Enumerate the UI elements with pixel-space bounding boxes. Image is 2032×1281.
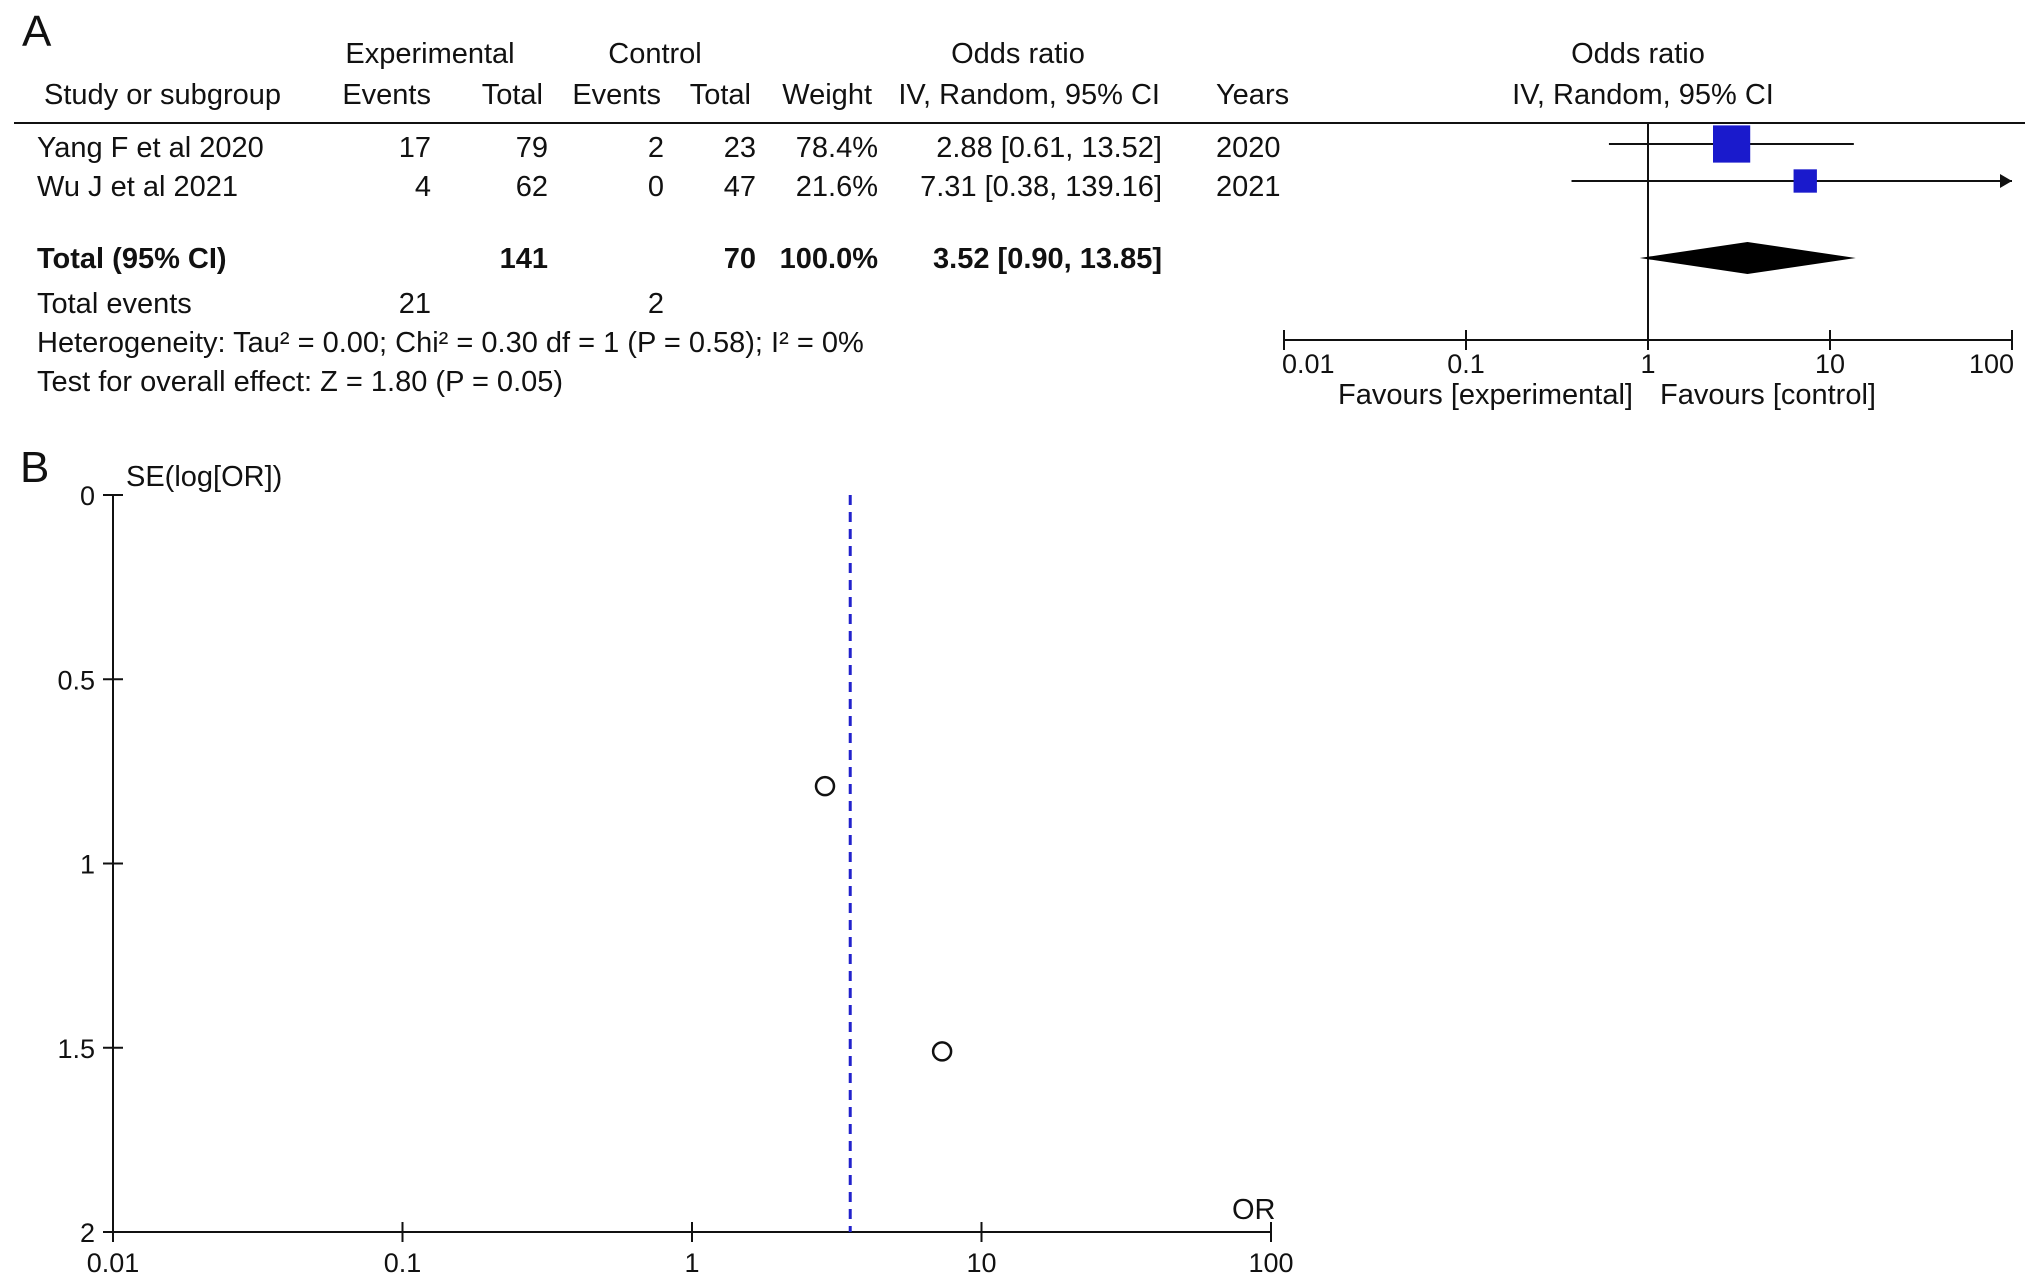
- study-or-ci: 2.88 [0.61, 13.52]: [936, 132, 1162, 164]
- total-events-ctrl: 2: [648, 288, 664, 320]
- header-control: Control: [608, 38, 702, 70]
- forest-axis-tick-label: 1: [1640, 349, 1655, 379]
- study-exp-total: 79: [516, 132, 548, 164]
- header-plot-odds-ratio: Odds ratio: [1571, 38, 1705, 70]
- funnel-x-tick-label: 0.1: [384, 1248, 422, 1278]
- study-ctrl-total: 47: [724, 171, 756, 203]
- study-row: Wu J et al 2021 4 62 0 47 21.6% 7.31 [0.…: [37, 171, 1281, 203]
- total-ctrl-total: 70: [724, 243, 756, 275]
- funnel-x-tick-label: 10: [966, 1248, 996, 1278]
- study-exp-events: 4: [415, 171, 431, 203]
- total-events-exp: 21: [399, 288, 431, 320]
- funnel-y-tick-label: 1.5: [57, 1034, 95, 1064]
- forest-axis-tick-label: 10: [1815, 349, 1845, 379]
- funnel-plot: 0 0.5 1 1.5 20.01 0.1 1 10 100: [57, 481, 1293, 1278]
- study-ctrl-events: 0: [648, 171, 664, 203]
- funnel-x-axis-label: OR: [1232, 1194, 1276, 1226]
- study-point: [931, 1041, 953, 1062]
- study-point: [814, 775, 836, 797]
- funnel-x-tick-label: 1: [684, 1248, 699, 1278]
- header-ctrl-events: Events: [572, 79, 661, 111]
- header-study: Study or subgroup: [44, 79, 281, 111]
- funnel-y-axis-label: SE(log[OR]): [126, 461, 282, 493]
- panel-label-b: B: [20, 443, 49, 492]
- total-row: Total (95% CI) 141 70 100.0% 3.52 [0.90,…: [37, 243, 1162, 275]
- forest-axis-tick-label: 0.1: [1447, 349, 1485, 379]
- study-ctrl-total: 23: [724, 132, 756, 164]
- header-plot-method: IV, Random, 95% CI: [1512, 79, 1774, 111]
- summary-diamond: [1639, 242, 1856, 274]
- forest-axis-tick-label: 100: [1969, 349, 2014, 379]
- header-exp-total: Total: [482, 79, 543, 111]
- header-exp-events: Events: [342, 79, 431, 111]
- study-or-ci: 7.31 [0.38, 139.16]: [920, 171, 1162, 203]
- study-year: 2021: [1216, 171, 1281, 203]
- total-exp-total: 141: [500, 243, 548, 275]
- ci-arrow: [2000, 174, 2012, 188]
- total-events-row: Total events 21 2: [37, 288, 664, 320]
- favours-control-label: Favours [control]: [1660, 379, 1876, 411]
- panel-label-a: A: [22, 7, 52, 56]
- funnel-y-tick-label: 2: [80, 1218, 95, 1248]
- study-weight: 21.6%: [796, 171, 878, 203]
- study-row: Yang F et al 2020 17 79 2 23 78.4% 2.88 …: [37, 132, 1281, 164]
- study-ctrl-events: 2: [648, 132, 664, 164]
- study-name: Wu J et al 2021: [37, 171, 238, 203]
- funnel-y-tick-label: 0.5: [57, 665, 95, 695]
- study-year: 2020: [1216, 132, 1281, 164]
- funnel-y-tick-label: 0: [80, 481, 95, 511]
- total-events-label: Total events: [37, 288, 192, 320]
- study-name: Yang F et al 2020: [37, 132, 264, 164]
- favours-experimental-label: Favours [experimental]: [1338, 379, 1633, 411]
- funnel-x-tick-label: 100: [1248, 1248, 1293, 1278]
- forest-axis-tick-label: 0.01: [1282, 349, 1335, 379]
- study-exp-total: 62: [516, 171, 548, 203]
- total-label: Total (95% CI): [37, 243, 227, 275]
- study-marker: [1712, 125, 1751, 163]
- study-exp-events: 17: [399, 132, 431, 164]
- total-weight: 100.0%: [780, 243, 879, 275]
- study-marker: [1793, 169, 1817, 193]
- header-ctrl-total: Total: [690, 79, 751, 111]
- header-weight: Weight: [782, 79, 872, 111]
- funnel-x-tick-label: 0.01: [87, 1248, 140, 1278]
- forest-table-header: Experimental Control Odds ratio Odds rat…: [44, 38, 1774, 111]
- header-or-method: IV, Random, 95% CI: [898, 79, 1160, 111]
- header-years: Years: [1216, 79, 1289, 111]
- heterogeneity-text: Heterogeneity: Tau² = 0.00; Chi² = 0.30 …: [37, 327, 864, 359]
- study-weight: 78.4%: [796, 132, 878, 164]
- overall-effect-text: Test for overall effect: Z = 1.80 (P = 0…: [37, 366, 563, 398]
- total-or-ci: 3.52 [0.90, 13.85]: [933, 243, 1162, 275]
- header-odds-ratio: Odds ratio: [951, 38, 1085, 70]
- funnel-y-tick-label: 1: [80, 850, 95, 880]
- forest-plot: 0.01 0.1 1 10 100: [1282, 123, 2014, 379]
- header-experimental: Experimental: [345, 38, 514, 70]
